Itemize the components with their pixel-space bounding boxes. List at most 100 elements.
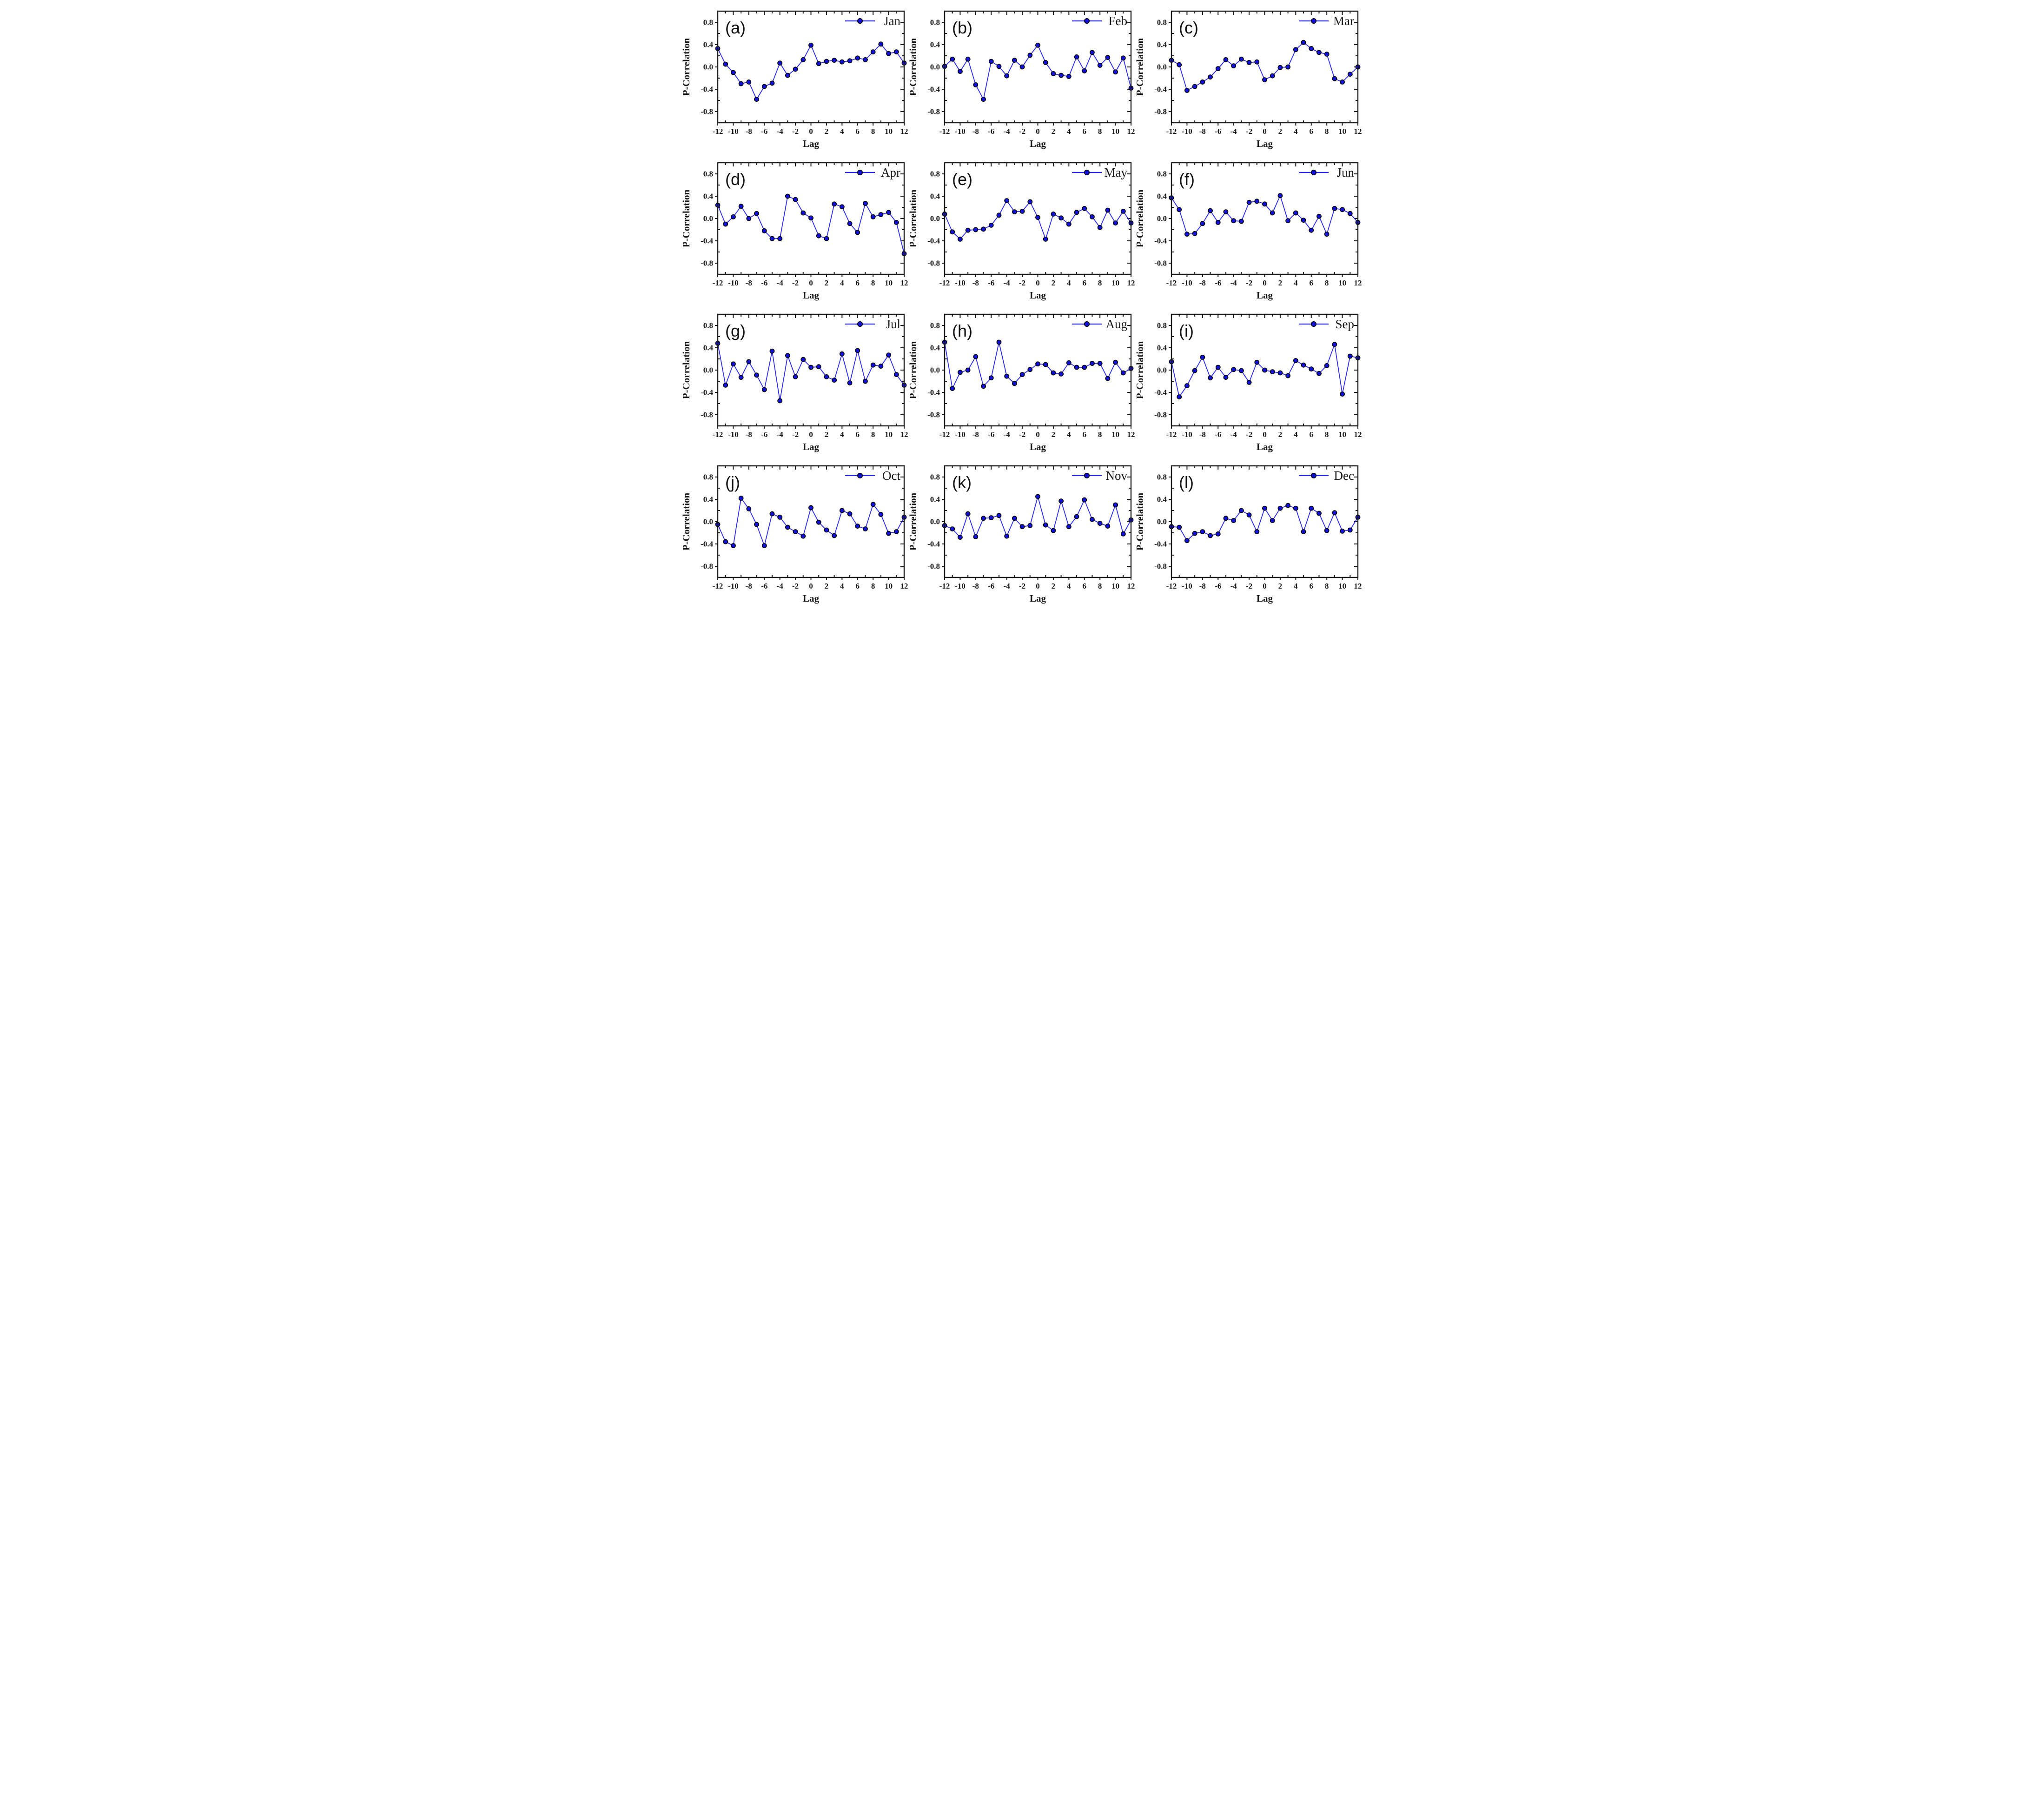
data-point (1058, 73, 1064, 78)
data-point (831, 533, 837, 538)
y-tick-label: 0.4 (930, 40, 940, 49)
data-point (730, 361, 736, 367)
plot-border (1171, 465, 1358, 578)
data-point (1223, 57, 1228, 62)
x-tick-label: 0 (1263, 582, 1267, 590)
x-tick-label: 12 (1354, 127, 1362, 136)
x-tick-label: -10 (955, 582, 966, 590)
x-tick-label: -2 (1245, 127, 1252, 136)
y-tick-label: -0.4 (927, 85, 940, 94)
data-point (722, 61, 728, 67)
data-point (1192, 530, 1197, 536)
y-tick-label: 0.4 (703, 192, 713, 201)
data-point (1004, 198, 1009, 203)
data-point (1043, 522, 1048, 528)
x-tick-label: 6 (855, 278, 860, 287)
data-point (1112, 359, 1118, 365)
y-tick-label: 0.0 (930, 214, 939, 223)
data-point (1019, 524, 1025, 530)
y-tick-label: -0.8 (927, 259, 940, 268)
x-tick-label: 0 (809, 278, 813, 287)
plot-border (717, 10, 905, 124)
y-tick-label: 0.0 (930, 517, 939, 526)
x-tick-label: 12 (1354, 430, 1362, 439)
data-point (1012, 58, 1017, 63)
x-tick-label: 8 (1098, 278, 1102, 287)
x-tick-label: -10 (955, 278, 966, 287)
axis-ticks (714, 466, 905, 580)
data-point (1316, 510, 1322, 516)
legend: Jul (845, 317, 900, 331)
plot-border (717, 313, 905, 427)
axis-ticks (1168, 11, 1358, 126)
y-tick-label: 0.8 (703, 170, 713, 179)
data-point (769, 236, 774, 241)
data-point (761, 387, 767, 392)
data-point (777, 236, 782, 241)
x-tick-label: -4 (776, 430, 783, 439)
data-point (893, 219, 899, 225)
x-tick-label: 6 (1309, 430, 1313, 439)
x-tick-label: -4 (776, 278, 783, 287)
data-markers (942, 494, 1133, 540)
x-tick-label: -12 (939, 278, 950, 287)
x-tick-label: 12 (900, 127, 908, 136)
x-tick-label: -12 (1166, 582, 1177, 590)
x-tick-label: -6 (1215, 582, 1221, 590)
y-axis-label: P-Correlation (1135, 492, 1145, 550)
x-tick-label: -4 (1003, 582, 1010, 590)
data-point (754, 97, 759, 102)
data-point (972, 354, 978, 359)
y-tick-label: 0.0 (930, 366, 939, 375)
legend: Jun (1298, 166, 1354, 179)
axis-ticks (941, 466, 1131, 580)
y-tick-label: 0.8 (1157, 170, 1166, 179)
x-tick-label: -4 (1230, 278, 1237, 287)
x-tick-label: -6 (1215, 127, 1221, 136)
y-tick-label: 0.0 (1157, 517, 1166, 526)
x-tick-label: 4 (1067, 430, 1071, 439)
data-point (1270, 73, 1275, 79)
data-point (1238, 56, 1244, 62)
data-point (761, 84, 767, 89)
data-point (980, 516, 986, 521)
x-tick-label: 12 (1354, 278, 1362, 287)
x-tick-label: 2 (1278, 582, 1282, 590)
y-axis-label: P-Correlation (681, 189, 692, 247)
y-tick-label: 0.0 (930, 63, 939, 72)
legend-marker-icon (1310, 169, 1316, 175)
data-point (1051, 71, 1056, 76)
legend-label: Jun (1336, 166, 1354, 179)
x-tick-label: 8 (1324, 430, 1329, 439)
x-tick-label: -6 (761, 582, 767, 590)
x-tick-label: 6 (855, 430, 860, 439)
data-point (800, 210, 806, 216)
data-point (1277, 193, 1283, 199)
data-point (1199, 221, 1205, 226)
data-point (1043, 362, 1048, 367)
y-tick-label: 0.8 (703, 473, 713, 482)
x-tick-label: 6 (1309, 582, 1313, 590)
data-point (1246, 60, 1251, 65)
data-point (1277, 370, 1283, 376)
data-point (957, 535, 963, 540)
x-tick-label: 6 (1082, 430, 1086, 439)
data-point (1230, 218, 1236, 224)
legend-label: Sep (1335, 317, 1354, 331)
x-tick-label: -8 (972, 430, 979, 439)
data-markers (715, 193, 906, 256)
x-tick-label: 2 (1278, 127, 1282, 136)
x-tick-label: -2 (1019, 582, 1025, 590)
chart-panel-aug: 0.8 0.4 0.0 -0.4 -0.8 -12 -10 -8 -6 -4 -2 0 2 4 6 8 10 12… (908, 303, 1135, 455)
data-point (800, 357, 806, 362)
y-tick-label: -0.4 (927, 388, 940, 397)
x-tick-label: -4 (776, 582, 783, 590)
x-tick-label: -10 (728, 430, 739, 439)
data-point (839, 508, 845, 513)
x-tick-label: 0 (1036, 430, 1040, 439)
x-tick-label: -8 (1199, 582, 1205, 590)
data-point (1105, 376, 1110, 381)
data-point (730, 543, 736, 548)
data-point (893, 529, 899, 534)
x-tick-label: 4 (1067, 582, 1071, 590)
